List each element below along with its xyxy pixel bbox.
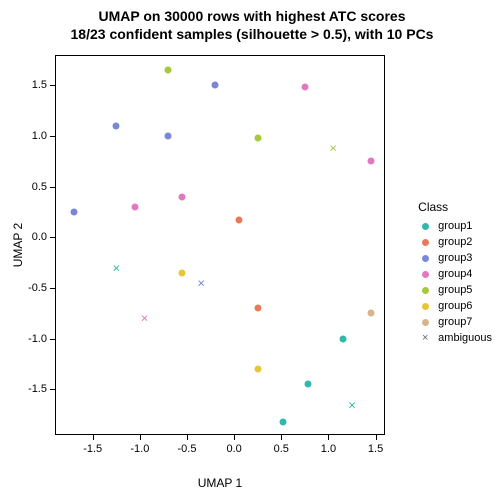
legend-label: group4 bbox=[438, 268, 472, 280]
data-point bbox=[70, 209, 77, 216]
y-tick-mark bbox=[50, 136, 55, 137]
plot-area bbox=[55, 55, 385, 435]
data-point bbox=[254, 366, 261, 373]
dot-icon bbox=[418, 219, 432, 233]
y-tick-label: 0.0 bbox=[23, 231, 47, 243]
data-point bbox=[179, 269, 186, 276]
legend-item: group4 bbox=[418, 266, 492, 282]
y-tick-label: -1.5 bbox=[23, 383, 47, 395]
y-tick-mark bbox=[50, 288, 55, 289]
dot-icon bbox=[418, 235, 432, 249]
y-tick-mark bbox=[50, 237, 55, 238]
x-tick-label: 0.5 bbox=[274, 443, 289, 455]
data-point: × bbox=[141, 312, 149, 325]
x-tick-label: -1.0 bbox=[130, 443, 149, 455]
dot-icon bbox=[418, 251, 432, 265]
x-tick-mark bbox=[376, 435, 377, 440]
data-point: × bbox=[112, 261, 120, 274]
legend-label: group7 bbox=[438, 316, 472, 328]
x-tick-mark bbox=[187, 435, 188, 440]
legend-item: group1 bbox=[418, 218, 492, 234]
legend-item: group5 bbox=[418, 282, 492, 298]
x-axis-label: UMAP 1 bbox=[55, 476, 385, 490]
data-point bbox=[165, 67, 172, 74]
legend-label: group2 bbox=[438, 236, 472, 248]
y-tick-mark bbox=[50, 187, 55, 188]
cross-icon: × bbox=[418, 331, 432, 345]
y-axis-label: UMAP 2 bbox=[10, 55, 26, 435]
legend-label: group1 bbox=[438, 220, 472, 232]
y-tick-mark bbox=[50, 389, 55, 390]
y-axis-label-text: UMAP 2 bbox=[11, 223, 25, 267]
legend: Class group1 group2 group3 group4 group5 grou… bbox=[418, 200, 492, 346]
dot-icon bbox=[418, 299, 432, 313]
y-tick-mark bbox=[50, 339, 55, 340]
umap-scatter-chart: UMAP on 30000 rows with highest ATC scor… bbox=[0, 0, 504, 504]
legend-item: group6 bbox=[418, 298, 492, 314]
x-tick-mark bbox=[281, 435, 282, 440]
legend-item: group3 bbox=[418, 250, 492, 266]
data-point bbox=[301, 84, 308, 91]
legend-label: group6 bbox=[438, 300, 472, 312]
x-tick-label: -1.5 bbox=[83, 443, 102, 455]
data-point bbox=[280, 418, 287, 425]
x-tick-label: 0.0 bbox=[226, 443, 241, 455]
dot-icon bbox=[418, 315, 432, 329]
y-tick-label: 1.5 bbox=[23, 79, 47, 91]
title-line-2: 18/23 confident samples (silhouette > 0.… bbox=[0, 26, 504, 44]
title-line-1: UMAP on 30000 rows with highest ATC scor… bbox=[0, 8, 504, 26]
legend-label: group3 bbox=[438, 252, 472, 264]
data-point bbox=[165, 133, 172, 140]
data-point: × bbox=[329, 142, 337, 155]
y-tick-label: 0.5 bbox=[23, 181, 47, 193]
x-tick-label: 1.0 bbox=[321, 443, 336, 455]
data-point: × bbox=[348, 398, 356, 411]
dot-icon bbox=[418, 283, 432, 297]
y-tick-label: -1.0 bbox=[23, 333, 47, 345]
y-tick-label: 1.0 bbox=[23, 130, 47, 142]
data-point bbox=[113, 122, 120, 129]
data-point bbox=[212, 82, 219, 89]
data-point bbox=[304, 381, 311, 388]
legend-item: group7 bbox=[418, 314, 492, 330]
data-point bbox=[367, 158, 374, 165]
legend-title: Class bbox=[418, 200, 492, 214]
legend-label: ambiguous bbox=[438, 332, 492, 344]
data-point bbox=[254, 135, 261, 142]
y-tick-mark bbox=[50, 85, 55, 86]
x-tick-label: 1.5 bbox=[368, 443, 383, 455]
data-point bbox=[132, 204, 139, 211]
data-point bbox=[254, 305, 261, 312]
data-point bbox=[339, 335, 346, 342]
x-tick-mark bbox=[140, 435, 141, 440]
data-point bbox=[367, 310, 374, 317]
data-point bbox=[235, 217, 242, 224]
x-tick-label: -0.5 bbox=[178, 443, 197, 455]
dot-icon bbox=[418, 267, 432, 281]
data-point bbox=[179, 193, 186, 200]
x-tick-mark bbox=[93, 435, 94, 440]
chart-title: UMAP on 30000 rows with highest ATC scor… bbox=[0, 8, 504, 43]
legend-item: group2 bbox=[418, 234, 492, 250]
x-tick-mark bbox=[328, 435, 329, 440]
legend-item: × ambiguous bbox=[418, 330, 492, 346]
data-point: × bbox=[197, 277, 205, 290]
x-tick-mark bbox=[234, 435, 235, 440]
y-tick-label: -0.5 bbox=[23, 282, 47, 294]
legend-label: group5 bbox=[438, 284, 472, 296]
